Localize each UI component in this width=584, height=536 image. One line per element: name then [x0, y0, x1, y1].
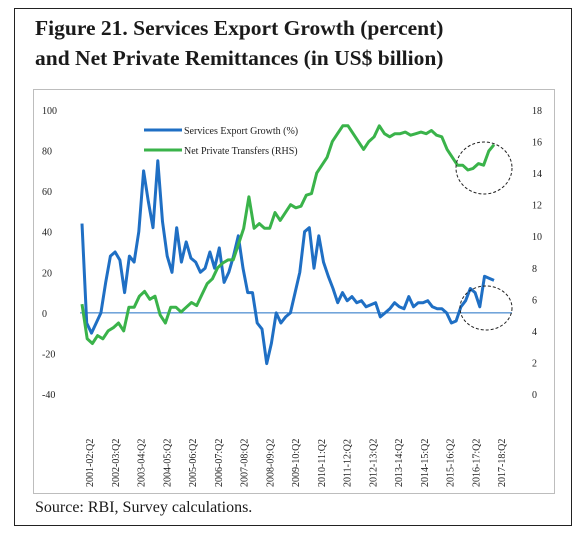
series-line-net-private-transfers: [80, 124, 496, 345]
x-tick-label: 2011-12:Q2: [343, 439, 354, 487]
x-tick-label: 2009-10:Q2: [291, 439, 302, 487]
x-tick-label: 2001-02:Q2: [85, 439, 96, 487]
x-tick-label: 2004-05:Q2: [162, 439, 173, 487]
y2-tick-label: 6: [532, 295, 537, 306]
y-tick-label: -40: [42, 390, 55, 401]
y-tick-label: 100: [42, 106, 57, 117]
y2-tick-label: 0: [532, 390, 537, 401]
y-tick-label: 20: [42, 268, 52, 279]
y2-tick-label: 8: [532, 264, 537, 275]
title-line-2: and Net Private Remittances (in US$ bill…: [35, 46, 444, 70]
x-tick-label: 2010-11:Q2: [317, 439, 328, 487]
x-tick-label: 2013-14:Q2: [394, 439, 405, 487]
annotation-circle-green: [455, 141, 513, 195]
x-tick-label: 2008-09:Q2: [265, 439, 276, 487]
x-tick-label: 2012-13:Q2: [368, 439, 379, 487]
x-tick-label: 2005-06:Q2: [188, 439, 199, 487]
x-tick-label: 2003-04:Q2: [137, 439, 148, 487]
x-tick-label: 2017-18:Q2: [497, 439, 508, 487]
y-tick-label: -20: [42, 349, 55, 360]
x-tick-label: 2015-16:Q2: [446, 439, 457, 487]
annotation-circle-blue: [459, 285, 513, 331]
legend-label: Net Private Transfers (RHS): [184, 146, 298, 157]
y-tick-label: 40: [42, 228, 52, 239]
x-tick-label: 2007-08:Q2: [240, 439, 251, 487]
series-line-services-export-growth: [80, 159, 495, 366]
x-tick-label: 2016-17:Q2: [471, 439, 482, 487]
title-line-1: Figure 21. Services Export Growth (perce…: [35, 16, 444, 40]
y2-tick-label: 14: [532, 169, 542, 180]
figure-frame: Figure 21. Services Export Growth (perce…: [14, 8, 572, 526]
x-tick-label: 2002-03:Q2: [111, 439, 122, 487]
figure-title: Figure 21. Services Export Growth (perce…: [35, 13, 555, 73]
legend-label: Services Export Growth (%): [184, 126, 298, 137]
y2-tick-label: 12: [532, 201, 542, 212]
chart-area: -40 -20 0 20 40 60 80 100 0 2 4 6 8 10 12 14 16 18 2001-02…: [33, 89, 555, 494]
x-tick-label: 2006-07:Q2: [214, 439, 225, 487]
y2-tick-label: 16: [532, 138, 542, 149]
dual-axis-line-chart: -40 -20 0 20 40 60 80 100 0 2 4 6 8 10 12 14 16 18 2001-02…: [42, 106, 542, 487]
y2-tick-label: 10: [532, 232, 542, 243]
y2-tick-label: 2: [532, 358, 537, 369]
y-tick-label: 80: [42, 147, 52, 158]
source-note: Source: RBI, Survey calculations.: [35, 499, 253, 516]
y2-tick-label: 4: [532, 327, 537, 338]
y-tick-label: 60: [42, 187, 52, 198]
x-tick-label: 2014-15:Q2: [420, 439, 431, 487]
y2-tick-label: 18: [532, 106, 542, 117]
y-tick-label: 0: [42, 309, 47, 320]
